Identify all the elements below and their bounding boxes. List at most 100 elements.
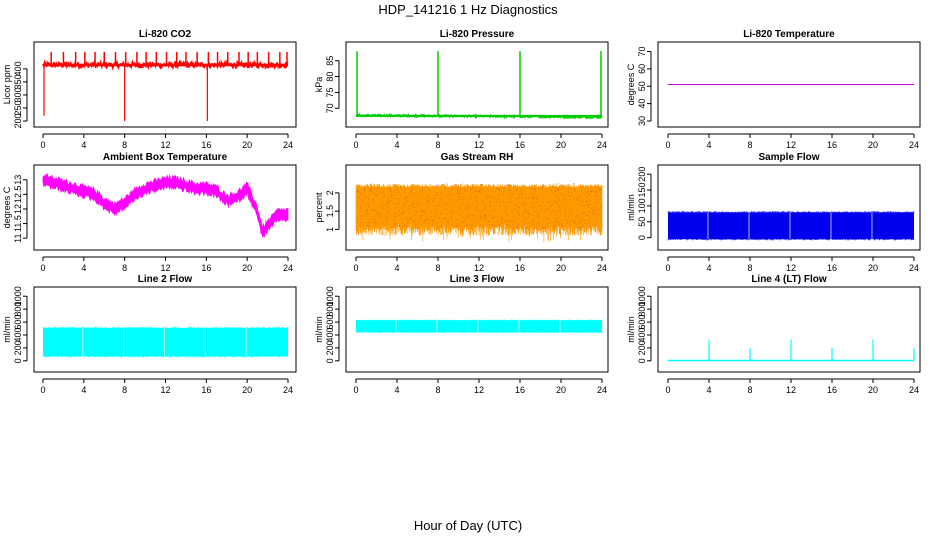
x-tick-label: 20 (556, 140, 566, 150)
x-tick-label: 4 (81, 385, 86, 395)
y-tick-label: 150 (637, 183, 647, 198)
x-tick-label: 4 (394, 140, 399, 150)
x-tick-label: 12 (786, 140, 796, 150)
y-axis-label: ml/min (626, 194, 636, 221)
x-tick-label: 8 (122, 140, 127, 150)
x-tick-label: 20 (868, 385, 878, 395)
panel-line4: Line 4 (LT) Flow 0 4 8 12 16 20 24 0 200400600800… (626, 274, 921, 395)
y-tick-label: 250 (13, 100, 23, 115)
panel-line2: Line 2 Flow 0 4 8 12 16 20 24 0 2004006008001000m… (2, 274, 297, 395)
x-tick-label: 24 (283, 385, 293, 395)
y-axis-label: ml/min (2, 316, 12, 343)
plot-box (657, 286, 921, 373)
series-line2 (42, 326, 289, 358)
x-tick-label: 0 (353, 140, 358, 150)
x-tick-label: 20 (868, 263, 878, 273)
x-tick-label: 16 (515, 263, 525, 273)
y-axis-label: Licor ppm (2, 65, 12, 105)
x-tick-label: 4 (81, 263, 86, 273)
panel-title: Gas Stream RH (441, 152, 514, 163)
series-ambient_temp (42, 173, 289, 238)
series-line4 (668, 339, 915, 362)
series-pressure (355, 51, 603, 120)
y-tick-label: 1000 (325, 286, 335, 306)
y-tick-label: 13 (13, 175, 23, 185)
x-tick-label: 4 (394, 385, 399, 395)
x-tick-label: 0 (665, 385, 670, 395)
series-sample_flow (667, 211, 915, 241)
series-edges (42, 326, 289, 358)
plot-box (33, 286, 297, 373)
x-tick-label: 12 (786, 263, 796, 273)
y-tick-label: 70 (637, 46, 647, 56)
x-tick-label: 4 (706, 140, 711, 150)
plot-box (33, 164, 297, 251)
y-tick-label: 200 (637, 167, 647, 182)
y-tick-label: 0 (325, 358, 335, 363)
x-tick-label: 24 (283, 140, 293, 150)
x-tick-label: 16 (201, 140, 211, 150)
x-tick-label: 12 (160, 263, 170, 273)
series-band (356, 114, 602, 117)
x-tick-label: 0 (40, 385, 45, 395)
series-block (668, 212, 914, 240)
series-texture (356, 183, 603, 230)
x-tick-label: 8 (435, 385, 440, 395)
plot-box (657, 164, 921, 251)
x-tick-label: 0 (40, 140, 45, 150)
series-co2 (42, 51, 289, 121)
x-tick-label: 16 (827, 140, 837, 150)
x-tick-label: 20 (556, 385, 566, 395)
x-tick-label: 20 (242, 263, 252, 273)
y-tick-label: 300 (13, 87, 23, 102)
plot-box (33, 41, 297, 128)
x-tick-label: 8 (747, 140, 752, 150)
plot-box (345, 164, 609, 251)
x-tick-label: 16 (515, 385, 525, 395)
x-tick-label: 0 (353, 385, 358, 395)
panel-line3: Line 3 Flow 0 4 8 12 16 20 24 0 2004006008001000m… (314, 274, 609, 395)
y-tick-label: 600 (325, 315, 335, 330)
x-tick-label: 8 (435, 263, 440, 273)
x-tick-label: 24 (597, 263, 607, 273)
y-tick-label: 11.5 (13, 215, 23, 232)
y-tick-label: 200 (637, 340, 647, 355)
y-axis-label: ml/min (314, 316, 324, 343)
x-tick-label: 16 (515, 140, 525, 150)
y-tick-label: 100 (637, 198, 647, 213)
x-tick-label: 20 (242, 385, 252, 395)
x-tick-label: 24 (283, 263, 293, 273)
y-tick-label: 800 (13, 302, 23, 317)
series-block (356, 320, 602, 333)
y-tick-label: 350 (13, 74, 23, 89)
y-axis-label: kPa (314, 77, 324, 93)
x-tick-label: 4 (706, 385, 711, 395)
y-tick-label: 1.5 (325, 205, 335, 218)
y-tick-label: 85 (325, 56, 335, 66)
y-tick-label: 200 (325, 340, 335, 355)
y-axis-label: percent (314, 192, 324, 223)
y-tick-label: 30 (637, 116, 647, 126)
y-tick-label: 800 (637, 302, 647, 317)
y-tick-label: 12.5 (13, 186, 23, 204)
y-tick-label: 1000 (13, 286, 23, 306)
panel-title: Li-820 Pressure (440, 29, 515, 40)
panel-title: Line 2 Flow (138, 274, 193, 285)
y-axis-label: degrees C (2, 186, 12, 228)
x-tick-label: 4 (706, 263, 711, 273)
y-tick-label: 400 (13, 327, 23, 342)
x-tick-label: 16 (827, 263, 837, 273)
y-tick-label: 1 (325, 227, 335, 232)
panel-co2: Li-820 CO2 0 4 8 12 16 20 24 200250300350400Lico… (2, 29, 297, 150)
y-tick-label: 400 (325, 327, 335, 342)
y-tick-label: 60 (637, 64, 647, 74)
page-title: HDP_141216 1 Hz Diagnostics (378, 2, 558, 17)
x-tick-label: 8 (747, 263, 752, 273)
plot-box (345, 41, 609, 128)
panel-title: Li-820 CO2 (139, 29, 192, 40)
x-tick-label: 0 (353, 263, 358, 273)
y-tick-label: 11 (13, 233, 23, 242)
y-tick-label: 70 (325, 103, 335, 113)
y-tick-label: 400 (13, 61, 23, 76)
